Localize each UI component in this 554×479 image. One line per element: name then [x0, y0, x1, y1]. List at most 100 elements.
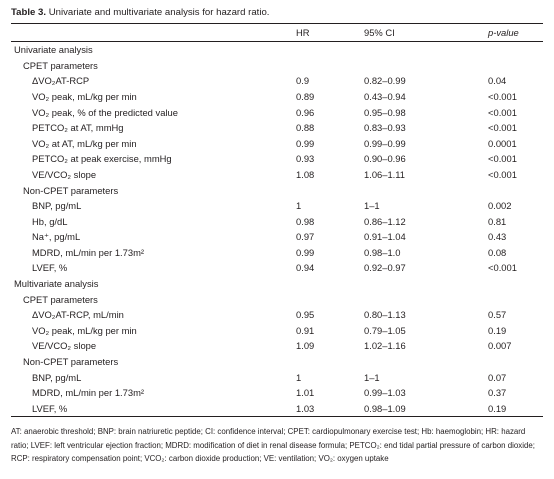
hr-cell: 1 [296, 200, 302, 212]
row-label: VE/VCO₂ slope [32, 340, 97, 352]
table-row: PETCO₂ at peak exercise, mmHg 0.93 0.90–0.… [11, 151, 543, 167]
row-label: Hb, g/dL [32, 215, 68, 227]
hr-cell: 0.96 [296, 106, 315, 118]
table-row: Na⁺, pg/mL 0.97 0.91–1.04 0.43 [11, 229, 543, 245]
table-row: MDRD, mL/min per 1.73m² 0.99 0.98–1.0 0.08 [11, 245, 543, 261]
ci-cell: 0.82–0.99 [364, 75, 406, 87]
ci-cell: 0.80–1.13 [364, 309, 406, 321]
header-ci: 95% CI [364, 24, 476, 42]
row-label: ΔVO₂AT-RCP [32, 75, 90, 87]
row-label: BNP, pg/mL [32, 371, 82, 383]
ci-cell: 1.06–1.11 [364, 168, 406, 180]
row-label: VO₂ peak, mL/kg per min [32, 324, 137, 336]
header-hr: HR [296, 24, 364, 42]
hr-cell: 0.93 [296, 153, 315, 165]
header-p-value: p-value [476, 24, 543, 42]
ci-cell: 1–1 [364, 371, 380, 383]
p-value-cell: 0.007 [488, 340, 512, 352]
bottom-rule [11, 416, 543, 418]
row-label: CPET parameters [23, 293, 98, 305]
empty-cell [296, 42, 543, 58]
table-container: Table 3. Univariate and multivariate ana… [11, 7, 543, 465]
row-label: VO₂ peak, mL/kg per min [32, 90, 137, 102]
hr-cell: 0.99 [296, 246, 315, 258]
empty-cell [296, 354, 543, 370]
empty-cell [296, 276, 543, 292]
row-label: CPET parameters [23, 59, 98, 71]
hr-cell: 1.01 [296, 387, 315, 399]
p-value-cell: 0.19 [488, 324, 507, 336]
p-value-cell: 0.57 [488, 309, 507, 321]
row-label: Na⁺, pg/mL [32, 231, 81, 243]
ci-cell: 0.91–1.04 [364, 231, 406, 243]
group-row: Non-CPET parameters [11, 182, 543, 198]
ci-cell: 0.83–0.93 [364, 122, 406, 134]
group-row: CPET parameters [11, 292, 543, 308]
row-label: VO₂ at AT, mL/kg per min [32, 137, 137, 149]
ci-cell: 1–1 [364, 200, 380, 212]
p-value-cell: 0.37 [488, 387, 507, 399]
hr-cell: 0.88 [296, 122, 315, 134]
ci-cell: 0.79–1.05 [364, 324, 406, 336]
table-row: LVEF, % 0.94 0.92–0.97 <0.001 [11, 260, 543, 276]
row-label: Univariate analysis [14, 44, 93, 56]
ci-cell: 0.99–1.03 [364, 387, 406, 399]
table-row: MDRD, mL/min per 1.73m² 1.01 0.99–1.03 0.37 [11, 385, 543, 401]
table-row: VE/VCO₂ slope 1.08 1.06–1.11 <0.001 [11, 167, 543, 183]
p-value-cell: 0.08 [488, 246, 507, 258]
hr-cell: 0.98 [296, 215, 315, 227]
hr-cell: 1 [296, 371, 302, 383]
empty-cell [296, 58, 543, 74]
section-row: Multivariate analysis [11, 276, 543, 292]
group-row: Non-CPET parameters [11, 354, 543, 370]
hr-cell: 0.89 [296, 90, 315, 102]
row-label: MDRD, mL/min per 1.73m² [32, 246, 145, 258]
table-row: ΔVO₂AT-RCP 0.9 0.82–0.99 0.04 [11, 73, 543, 89]
row-label: ΔVO₂AT-RCP, mL/min [32, 309, 124, 321]
ci-cell: 0.92–0.97 [364, 262, 406, 274]
row-label: VO₂ peak, % of the predicted value [32, 106, 178, 118]
hr-cell: 0.97 [296, 231, 315, 243]
top-rule [11, 23, 543, 24]
empty-cell [296, 292, 543, 308]
p-value-cell: <0.001 [488, 153, 517, 165]
hr-cell: 0.94 [296, 262, 315, 274]
table-body: Univariate analysis CPET parameters ΔVO₂AT… [11, 42, 543, 417]
hazard-ratio-table: HR 95% CI p-value Univariate analysis CPE… [11, 24, 543, 416]
ci-cell: 0.99–0.99 [364, 137, 406, 149]
ci-cell: 0.43–0.94 [364, 90, 406, 102]
table-row: ΔVO₂AT-RCP, mL/min 0.95 0.80–1.13 0.57 [11, 307, 543, 323]
caption-text: Univariate and multivariate analysis for… [48, 7, 270, 18]
header-blank [11, 24, 296, 42]
p-value-cell: 0.81 [488, 215, 507, 227]
p-value-cell: 0.07 [488, 371, 507, 383]
p-value-cell: 0.04 [488, 75, 507, 87]
row-label: Non-CPET parameters [23, 356, 119, 368]
caption-label: Table 3. [11, 7, 47, 18]
ci-cell: 0.98–1.09 [364, 402, 406, 414]
row-label: Multivariate analysis [14, 278, 99, 290]
table-caption: Table 3. Univariate and multivariate ana… [11, 7, 543, 20]
table-row: BNP, pg/mL 1 1–1 0.07 [11, 369, 543, 385]
p-value-cell: <0.001 [488, 90, 517, 102]
hr-cell: 0.95 [296, 309, 315, 321]
header-row: HR 95% CI p-value [11, 24, 543, 42]
ci-cell: 0.98–1.0 [364, 246, 401, 258]
row-label: Non-CPET parameters [23, 184, 119, 196]
table-row: PETCO₂ at AT, mmHg 0.88 0.83–0.93 <0.001 [11, 120, 543, 136]
p-value-cell: 0.19 [488, 402, 507, 414]
ci-cell: 1.02–1.16 [364, 340, 406, 352]
p-value-cell: 0.43 [488, 231, 507, 243]
hr-cell: 0.91 [296, 324, 315, 336]
row-label: PETCO₂ at AT, mmHg [32, 122, 124, 134]
p-value-cell: <0.001 [488, 262, 517, 274]
p-value-cell: 0.0001 [488, 137, 517, 149]
row-label: VE/VCO₂ slope [32, 168, 97, 180]
section-row: Univariate analysis [11, 42, 543, 58]
ci-cell: 0.90–0.96 [364, 153, 406, 165]
p-value-cell: <0.001 [488, 168, 517, 180]
table-row: VO₂ peak, mL/kg per min 0.91 0.79–1.05 0.19 [11, 323, 543, 339]
row-label: LVEF, % [32, 402, 68, 414]
hr-cell: 1.03 [296, 402, 315, 414]
hr-cell: 1.08 [296, 168, 315, 180]
